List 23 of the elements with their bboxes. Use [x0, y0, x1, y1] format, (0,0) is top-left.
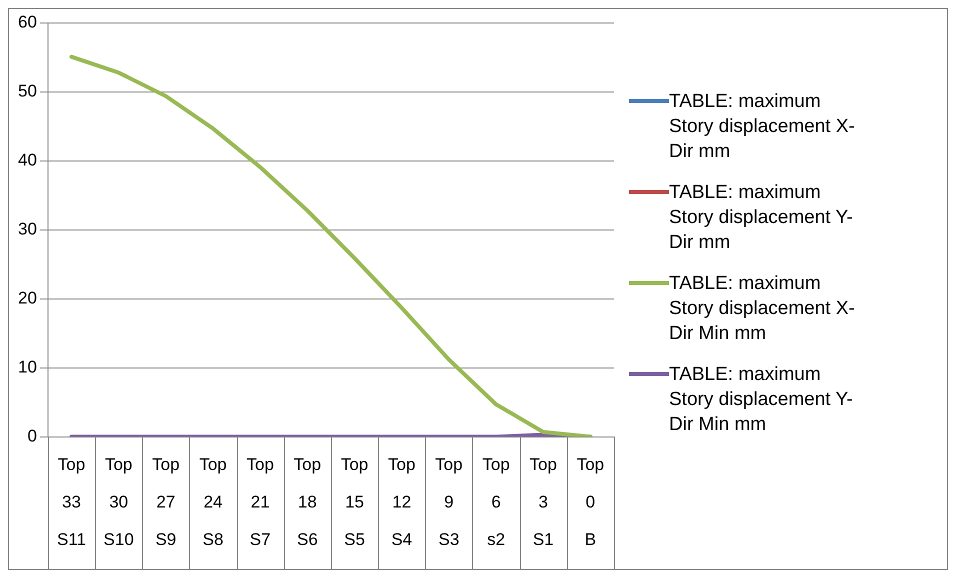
y-tick-label: 20 — [18, 288, 37, 308]
legend-label: TABLE: maximum Story displacement Y-Dir mm — [669, 181, 854, 255]
x-tick-label: Top 9 S3 — [435, 455, 463, 549]
x-tick-label: Top 3 S1 — [530, 455, 557, 549]
legend-label: TABLE: maximum Story displacement Y-Dir Min mm — [669, 363, 854, 437]
x-tick-label: Top 18 S6 — [294, 455, 322, 549]
legend-label: TABLE: maximum Story displacement X-Dir mm — [669, 90, 856, 164]
y-tick-label: 60 — [18, 12, 37, 32]
y-tick-label: 40 — [18, 150, 37, 170]
y-tick-label: 10 — [18, 358, 37, 377]
x-tick-label: Top 27 S9 — [152, 455, 180, 549]
x-tick-label: Top 21 S7 — [246, 455, 274, 549]
y-tick-label: 0 — [27, 426, 37, 446]
x-tick-label: Top 6 s2 — [482, 455, 510, 549]
x-tick-label: Top 0 B — [576, 455, 604, 549]
legend-label: TABLE: maximum Story displacement X-Dir Min mm — [669, 272, 856, 346]
x-tick-label: Top 30 S10 — [104, 455, 134, 549]
x-tick-label: Top 15 S5 — [340, 455, 368, 549]
x-tick-label: Top 12 S4 — [388, 455, 416, 549]
x-tick-label: Top 24 S8 — [199, 455, 227, 549]
y-tick-label: 30 — [18, 220, 37, 239]
y-tick-label: 50 — [18, 82, 37, 101]
x-tick-label: Top 33 S11 — [56, 455, 86, 549]
